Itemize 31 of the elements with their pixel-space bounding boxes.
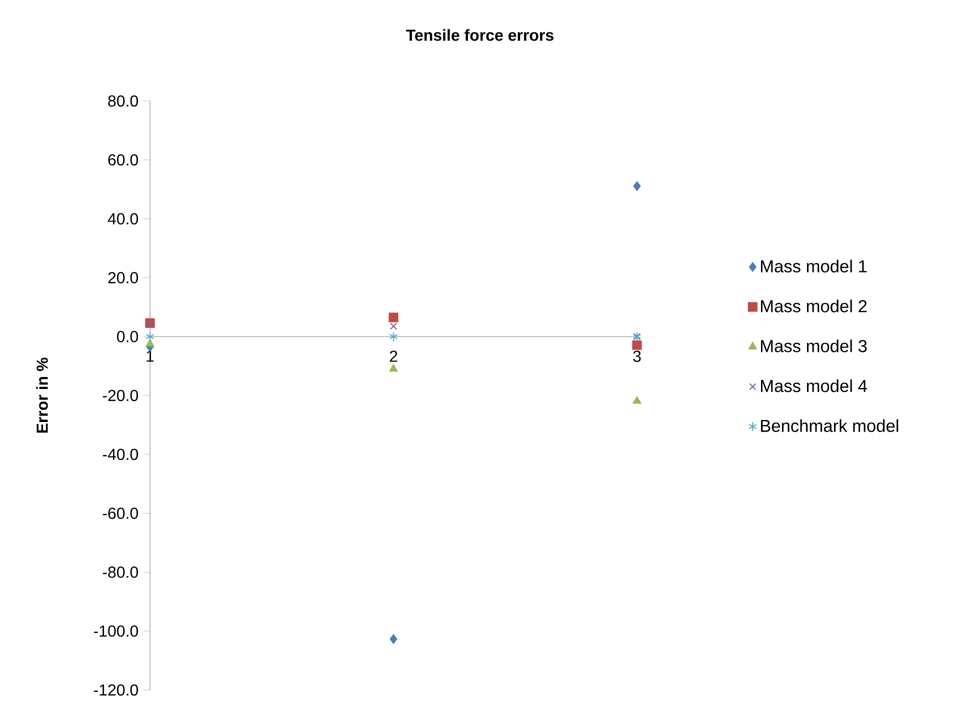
y-tick-label: 60.0 — [108, 154, 138, 166]
y-tick-label: 40.0 — [108, 213, 138, 224]
legend-label: Benchmark model — [761, 419, 898, 432]
legend-label: Mass model 4 — [761, 379, 867, 392]
y-axis-title: Error in % — [36, 358, 48, 433]
y-tick-label: 80.0 — [108, 95, 138, 107]
point — [390, 634, 398, 644]
legend-label: Mass model 3 — [761, 340, 867, 352]
x-tick-label: 2 — [390, 350, 398, 362]
y-tick-label: 0.0 — [117, 330, 138, 342]
legend-label: Mass model 2 — [761, 300, 867, 312]
point — [389, 364, 398, 372]
point — [390, 322, 398, 330]
chart-title: Tensile force errors — [406, 29, 554, 41]
x-tick-label: 3 — [633, 350, 641, 362]
point — [389, 332, 398, 342]
y-tick-label: -60.0 — [102, 508, 138, 519]
y-tick-label: -40.0 — [102, 448, 138, 460]
point — [146, 332, 154, 342]
point — [632, 396, 642, 404]
y-tick-label: 20.0 — [108, 272, 138, 284]
x-tick-label: 1 — [146, 350, 154, 362]
y-tick-label: -100.0 — [94, 625, 138, 637]
y-tick-label: -120.0 — [94, 684, 138, 696]
y-tick-label: -20.0 — [102, 390, 138, 402]
legend-label: Mass model 1 — [761, 260, 867, 272]
point — [633, 181, 641, 191]
point — [388, 312, 398, 322]
point — [632, 340, 642, 350]
point — [146, 339, 154, 347]
y-tick-label: -80.0 — [102, 566, 138, 578]
